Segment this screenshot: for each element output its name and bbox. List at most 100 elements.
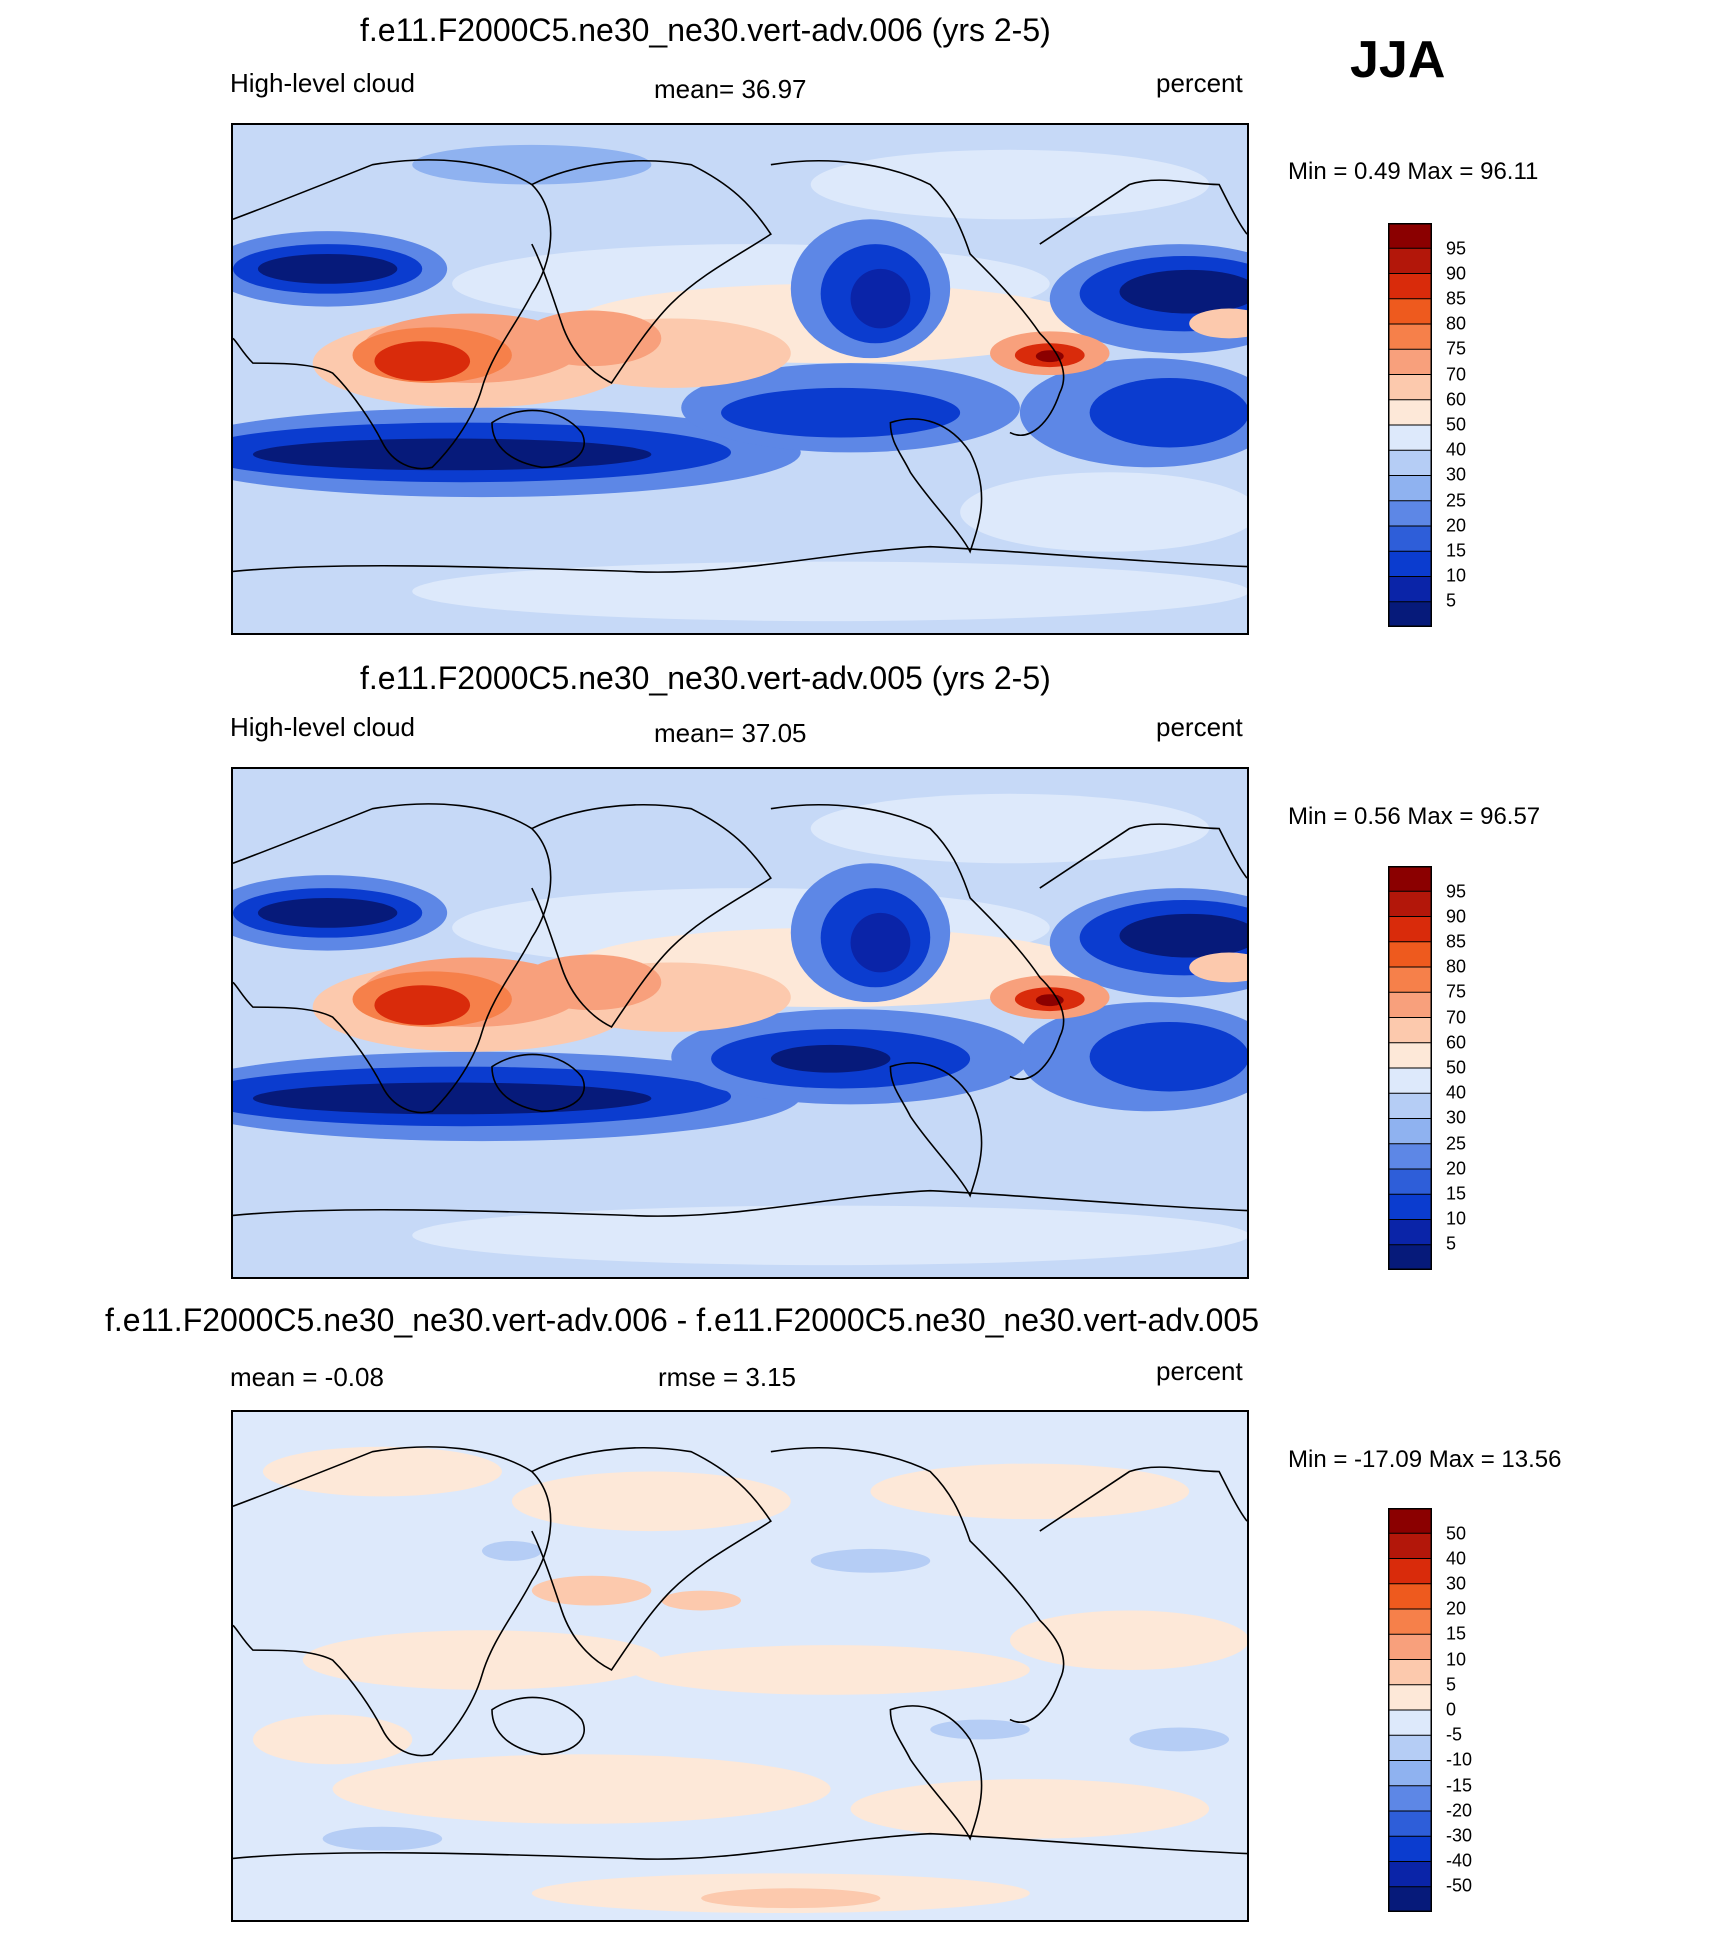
colorbar-swatch bbox=[1388, 298, 1432, 325]
cbar-label: 80 bbox=[1446, 956, 1467, 977]
cbar-label: 10 bbox=[1446, 1649, 1467, 1670]
cbar-label: -50 bbox=[1446, 1875, 1473, 1896]
cbar-label: 20 bbox=[1446, 515, 1467, 536]
cbar-label: 10 bbox=[1446, 1208, 1467, 1229]
colorbar-swatch bbox=[1388, 1017, 1432, 1044]
panel-1-min-max: Min = 0.49 Max = 96.11 bbox=[1288, 158, 1539, 185]
colorbar-swatch bbox=[1388, 992, 1432, 1018]
panel-2-units-label: percent bbox=[1156, 712, 1243, 742]
cbar-label: 30 bbox=[1446, 1107, 1467, 1128]
colorbar-swatch bbox=[1388, 475, 1432, 502]
colorbar-swatch bbox=[1388, 324, 1432, 350]
cbar-label: 60 bbox=[1446, 389, 1467, 410]
colorbar-swatch bbox=[1388, 1583, 1432, 1610]
cbar-label: 30 bbox=[1446, 1573, 1467, 1594]
panel-3-min-max: Min = -17.09 Max = 13.56 bbox=[1288, 1446, 1562, 1473]
panel-1-title: f.e11.F2000C5.ne30_ne30.vert-adv.006 (yr… bbox=[360, 12, 1051, 48]
colorbar-swatch bbox=[1388, 1861, 1432, 1888]
colorbar-swatch bbox=[1388, 1143, 1432, 1170]
colorbar-swatch bbox=[1388, 1093, 1432, 1119]
cbar-label: 15 bbox=[1446, 540, 1467, 561]
cbar-label: 95 bbox=[1446, 881, 1467, 902]
cbar-label: 90 bbox=[1446, 263, 1467, 284]
colorbar-swatch bbox=[1388, 1634, 1432, 1660]
colorbar-swatch bbox=[1388, 866, 1432, 892]
colorbar-swatch bbox=[1388, 1533, 1432, 1559]
cbar-label: 50 bbox=[1446, 1057, 1467, 1078]
cbar-label: 70 bbox=[1446, 1007, 1467, 1028]
cbar-label: 95 bbox=[1446, 238, 1467, 259]
cbar-label: -10 bbox=[1446, 1749, 1473, 1770]
cbar-label: -5 bbox=[1446, 1724, 1463, 1745]
colorbar-swatch bbox=[1388, 1118, 1432, 1145]
colorbar-swatch bbox=[1388, 1760, 1432, 1787]
colorbar-swatch bbox=[1388, 576, 1432, 603]
panel-3-colorbar bbox=[1388, 1508, 1432, 1912]
cbar-label: 5 bbox=[1446, 1674, 1457, 1695]
colorbar-swatch bbox=[1388, 374, 1432, 401]
cbar-label: 20 bbox=[1446, 1158, 1467, 1179]
colorbar-swatch bbox=[1388, 916, 1432, 943]
panel-2-colorbar bbox=[1388, 866, 1432, 1270]
cbar-label: -20 bbox=[1446, 1800, 1473, 1821]
cbar-label: 25 bbox=[1446, 490, 1467, 511]
colorbar-swatch bbox=[1388, 1219, 1432, 1246]
panel-2-min-max: Min = 0.56 Max = 96.57 bbox=[1288, 803, 1541, 830]
colorbar-swatch bbox=[1388, 273, 1432, 300]
colorbar-swatch bbox=[1388, 1194, 1432, 1220]
cbar-label: 85 bbox=[1446, 288, 1467, 309]
colorbar-swatch bbox=[1388, 399, 1432, 426]
colorbar-swatch bbox=[1388, 1244, 1432, 1270]
cbar-label: 25 bbox=[1446, 1133, 1467, 1154]
cbar-label: 0 bbox=[1446, 1699, 1457, 1720]
cbar-label: -15 bbox=[1446, 1775, 1473, 1796]
cbar-label: 70 bbox=[1446, 364, 1467, 385]
panel-2-map bbox=[231, 767, 1249, 1279]
colorbar-swatch bbox=[1388, 1785, 1432, 1812]
panel-2-colorbar-labels: 95 90 85 80 75 70 60 50 40 30 25 20 15 1… bbox=[1446, 866, 1526, 1270]
panel-1-colorbar-swatches bbox=[1388, 223, 1432, 627]
cbar-label: 20 bbox=[1446, 1598, 1467, 1619]
panel-1-colorbar bbox=[1388, 223, 1432, 627]
colorbar-swatch bbox=[1388, 1068, 1432, 1094]
cbar-label: 5 bbox=[1446, 590, 1457, 611]
colorbar-swatch bbox=[1388, 551, 1432, 577]
panel-3-colorbar-labels: 50 40 30 20 15 10 5 0 -5 -10 -15 -20 -30… bbox=[1446, 1508, 1526, 1912]
colorbar-swatch bbox=[1388, 1508, 1432, 1534]
colorbar-swatch bbox=[1388, 1735, 1432, 1761]
panel-2-colorbar-swatches bbox=[1388, 866, 1432, 1270]
panel-2-variable-label: High-level cloud bbox=[230, 712, 415, 742]
colorbar-swatch bbox=[1388, 1710, 1432, 1736]
panel-3-mean-label: mean = -0.08 bbox=[230, 1362, 384, 1392]
cbar-label: 40 bbox=[1446, 1548, 1467, 1569]
colorbar-swatch bbox=[1388, 349, 1432, 375]
cbar-label: 75 bbox=[1446, 981, 1467, 1002]
cbar-label: 40 bbox=[1446, 439, 1467, 460]
season-label: JJA bbox=[1350, 31, 1446, 89]
panel-3-rmse-label: rmse = 3.15 bbox=[658, 1362, 797, 1392]
colorbar-swatch bbox=[1388, 526, 1432, 552]
cbar-label: -30 bbox=[1446, 1825, 1473, 1846]
colorbar-border bbox=[1388, 223, 1432, 627]
panel-3-title: f.e11.F2000C5.ne30_ne30.vert-adv.006 - f… bbox=[105, 1302, 1259, 1338]
colorbar-border bbox=[1388, 866, 1432, 1270]
colorbar-swatch bbox=[1388, 967, 1432, 993]
cbar-label: 10 bbox=[1446, 565, 1467, 586]
cbar-label: 80 bbox=[1446, 313, 1467, 334]
colorbar-border bbox=[1388, 1508, 1432, 1912]
panel-1-map bbox=[231, 123, 1249, 635]
panel-3-colorbar-swatches bbox=[1388, 1508, 1432, 1912]
colorbar-swatch bbox=[1388, 223, 1432, 249]
panel-1-units-label: percent bbox=[1156, 68, 1243, 98]
cbar-label: 30 bbox=[1446, 464, 1467, 485]
cbar-label: 90 bbox=[1446, 906, 1467, 927]
cbar-label: 75 bbox=[1446, 338, 1467, 359]
colorbar-swatch bbox=[1388, 425, 1432, 451]
colorbar-swatch bbox=[1388, 1042, 1432, 1069]
colorbar-swatch bbox=[1388, 500, 1432, 527]
panel-1-variable-label: High-level cloud bbox=[230, 68, 415, 98]
colorbar-swatch bbox=[1388, 891, 1432, 917]
cbar-label: 40 bbox=[1446, 1082, 1467, 1103]
cbar-label: 60 bbox=[1446, 1032, 1467, 1053]
colorbar-swatch bbox=[1388, 1886, 1432, 1912]
